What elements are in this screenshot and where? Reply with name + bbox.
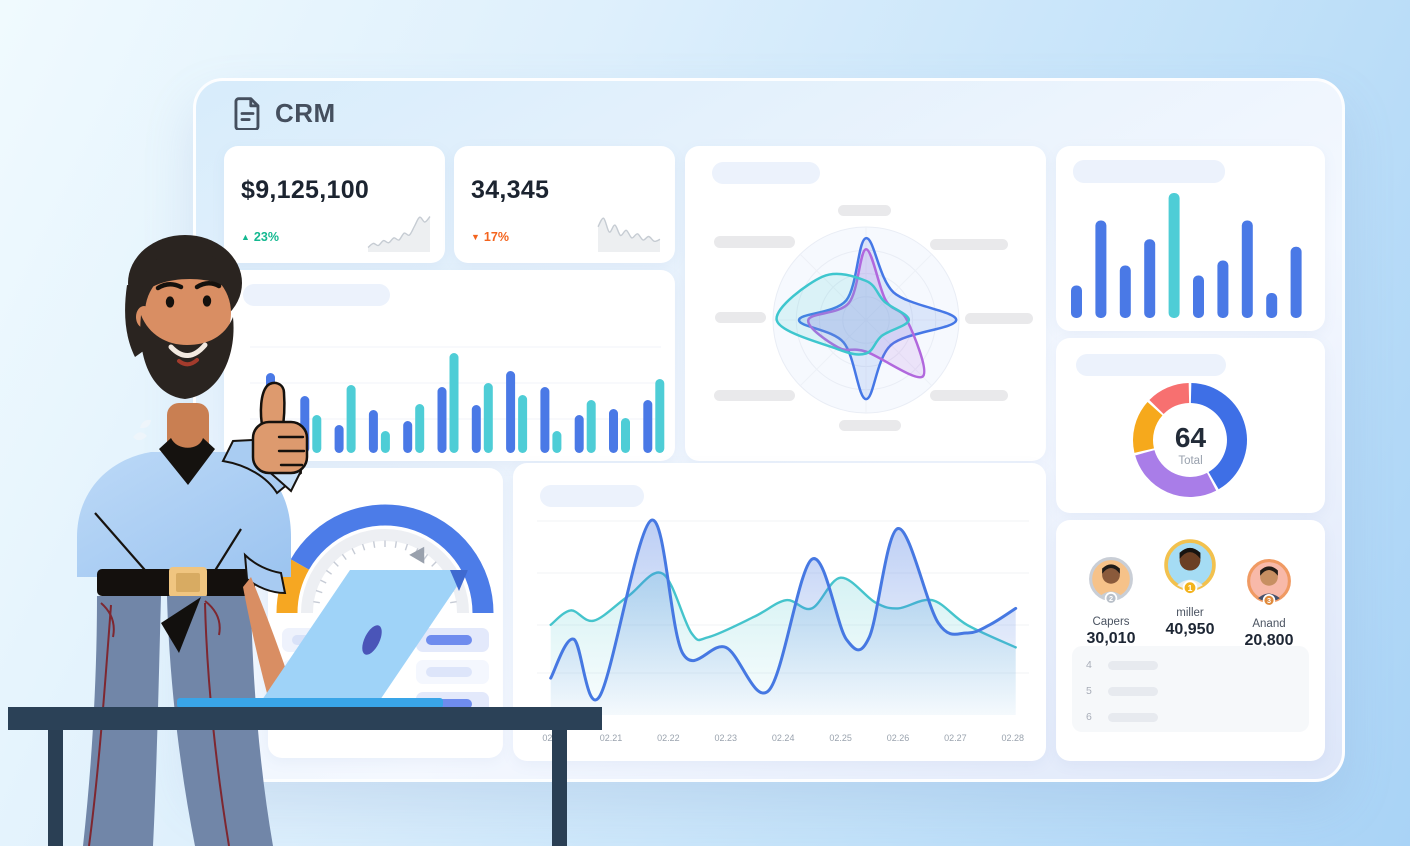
list-item: 6: [1086, 704, 1309, 730]
x-axis-label: 02.28: [1001, 733, 1025, 743]
desk-leg-right: [552, 730, 567, 846]
kpi-card-revenue: $9,125,100 ▲ 23%: [224, 146, 445, 263]
list-item: 4: [1086, 652, 1309, 678]
leaderboard-more-rows: 4 5 6: [1072, 646, 1309, 732]
donut-chart: [1056, 338, 1325, 513]
kpi-delta: ▼ 17%: [471, 230, 509, 244]
placeholder-title: [540, 485, 644, 507]
placeholder-title: [1073, 160, 1225, 183]
area-chart: [513, 463, 1046, 761]
x-axis-label: 02.23: [714, 733, 738, 743]
axis-label-placeholder: [715, 312, 766, 323]
axis-label-placeholder: [714, 390, 795, 401]
kpi-delta-text: 17%: [483, 230, 509, 244]
page-title: CRM: [275, 98, 336, 128]
person-head: [125, 235, 242, 399]
rank-number: 4: [1086, 659, 1092, 671]
rank-number: 6: [1086, 711, 1092, 723]
donut-total-caption: Total: [1178, 455, 1203, 467]
table-row-placeholder: [416, 628, 489, 652]
avatar: 3: [1246, 559, 1292, 612]
leaderboard-entry-3rd: 3 Anand 20,800: [1223, 558, 1315, 650]
person-sleeve: [243, 552, 287, 595]
sparkline-chart: [595, 211, 663, 253]
dashboard-panel: CRM $9,125,100 ▲ 23% 34,345 ▼ 17%: [193, 78, 1345, 782]
laptop-screen-corner: [450, 570, 468, 591]
donut-chart-card: 64 Total: [1056, 338, 1325, 513]
placeholder-title: [1076, 354, 1226, 376]
axis-label-placeholder: [714, 236, 795, 248]
avatar: 2: [1088, 557, 1134, 610]
x-axis-label: 02.26: [886, 733, 910, 743]
kpi-value: $9,125,100: [241, 176, 370, 204]
name-placeholder: [1108, 686, 1158, 696]
radar-chart: [685, 146, 1046, 461]
axis-label-placeholder: [839, 420, 901, 431]
kpi-delta: ▲ 23%: [241, 230, 279, 244]
desk-top: [8, 707, 602, 730]
person-collar: [159, 438, 215, 485]
donut-center-label: 64 Total: [1056, 422, 1325, 467]
leaderboard-card: 2 Capers 30,010 1 miller 40,950 3 Anand …: [1056, 520, 1325, 761]
donut-total-value: 64: [1174, 422, 1207, 453]
laptop-screen: [262, 570, 468, 700]
x-axis-label: 02.27: [944, 733, 967, 743]
x-axis-label: 02.24: [771, 733, 795, 743]
axis-label-placeholder: [930, 390, 1008, 401]
leaderboard-entry-1st: 1 miller 40,950: [1144, 538, 1236, 639]
svg-text:1: 1: [1188, 583, 1193, 593]
axis-label-placeholder: [930, 239, 1008, 250]
laptop-logo-icon: [362, 625, 382, 655]
x-axis-label: 02.22: [657, 733, 680, 743]
app-header: CRM: [234, 97, 336, 130]
avatar: 1: [1163, 539, 1217, 601]
bar-chart: [1056, 146, 1325, 331]
placeholder-title: [243, 284, 390, 306]
x-axis-label: 02.25: [829, 733, 852, 743]
leaderboard-value: 30,010: [1086, 630, 1136, 648]
kpi-delta-text: 23%: [253, 230, 279, 244]
axis-label-placeholder: [965, 313, 1033, 324]
list-item: 5: [1086, 678, 1309, 704]
trend-up-icon: ▲: [241, 232, 250, 242]
desk-leg-left: [48, 730, 63, 846]
leaderboard-name: Capers: [1092, 616, 1130, 629]
kpi-value: 34,345: [471, 176, 550, 204]
thumbs-up-hand: [221, 381, 309, 495]
name-placeholder: [1108, 712, 1158, 722]
rank-number: 5: [1086, 685, 1092, 697]
person-shirt: [77, 452, 291, 577]
leaderboard-name: miller: [1176, 606, 1204, 619]
axis-label-placeholder: [838, 205, 891, 216]
trend-down-icon: ▼: [471, 232, 480, 242]
leaderboard-name: Anand: [1252, 618, 1286, 631]
laptop-base: [177, 698, 443, 708]
leaderboard-value: 20,800: [1244, 632, 1294, 650]
name-placeholder: [1108, 660, 1158, 670]
leaderboard-entry-2nd: 2 Capers 30,010: [1065, 556, 1157, 648]
svg-text:2: 2: [1109, 594, 1113, 603]
desk-and-laptop: [8, 570, 602, 846]
document-icon: [234, 97, 260, 130]
radar-chart-card: [685, 146, 1046, 461]
sparkline-chart: [365, 211, 433, 253]
kpi-card-count: 34,345 ▼ 17%: [454, 146, 675, 263]
svg-text:3: 3: [1267, 596, 1271, 605]
table-row-placeholder: [416, 660, 489, 684]
placeholder-title: [712, 162, 820, 184]
x-axis-label: 02.21: [599, 733, 623, 743]
bar-chart-card: [1056, 146, 1325, 331]
shirt-logo-icon: [133, 419, 151, 441]
leaderboard-value: 40,950: [1165, 620, 1215, 638]
